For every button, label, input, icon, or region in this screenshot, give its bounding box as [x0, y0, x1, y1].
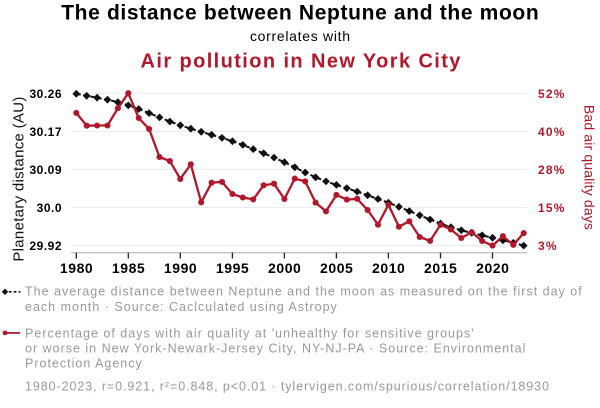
svg-text:Percentage of days with air qu: Percentage of days with air quality at '…: [25, 326, 475, 340]
svg-text:1990: 1990: [164, 260, 197, 276]
svg-text:28%: 28%: [538, 163, 566, 177]
svg-text:2010: 2010: [372, 260, 405, 276]
svg-text:30.17: 30.17: [29, 125, 62, 139]
svg-text:15%: 15%: [538, 201, 566, 215]
svg-text:or worse in New York-Newark-Je: or worse in New York-Newark-Jersey City,…: [25, 342, 526, 356]
svg-text:The average distance between N: The average distance between Neptune and…: [25, 285, 583, 299]
svg-text:correlates with: correlates with: [250, 28, 351, 44]
svg-text:2015: 2015: [424, 260, 457, 276]
svg-text:2020: 2020: [476, 260, 509, 276]
svg-text:52%: 52%: [538, 87, 566, 101]
svg-text:The distance between Neptune a: The distance between Neptune and the moo…: [61, 2, 539, 25]
svg-text:Bad air quality days: Bad air quality days: [582, 105, 598, 230]
svg-text:1980: 1980: [60, 260, 93, 276]
svg-text:Planetary distance (AU): Planetary distance (AU): [10, 96, 27, 261]
svg-text:3%: 3%: [538, 239, 558, 253]
svg-text:2005: 2005: [320, 260, 353, 276]
svg-text:Protection Agency: Protection Agency: [25, 357, 143, 371]
svg-text:1985: 1985: [112, 260, 145, 276]
svg-text:30.09: 30.09: [29, 163, 62, 177]
svg-text:30.26: 30.26: [29, 87, 62, 101]
svg-text:each month · Source: Caclculat: each month · Source: Caclculated using A…: [25, 300, 338, 314]
svg-text:2000: 2000: [268, 260, 301, 276]
svg-text:30.0: 30.0: [37, 201, 62, 215]
svg-text:29.92: 29.92: [29, 239, 62, 253]
svg-text:Air pollution in New York City: Air pollution in New York City: [141, 50, 462, 72]
svg-text:1995: 1995: [216, 260, 249, 276]
svg-text:40%: 40%: [538, 125, 566, 139]
svg-text:1980-2023, r=0.921, r²=0.848,: 1980-2023, r=0.921, r²=0.848, p<0.01 · t…: [25, 379, 550, 393]
